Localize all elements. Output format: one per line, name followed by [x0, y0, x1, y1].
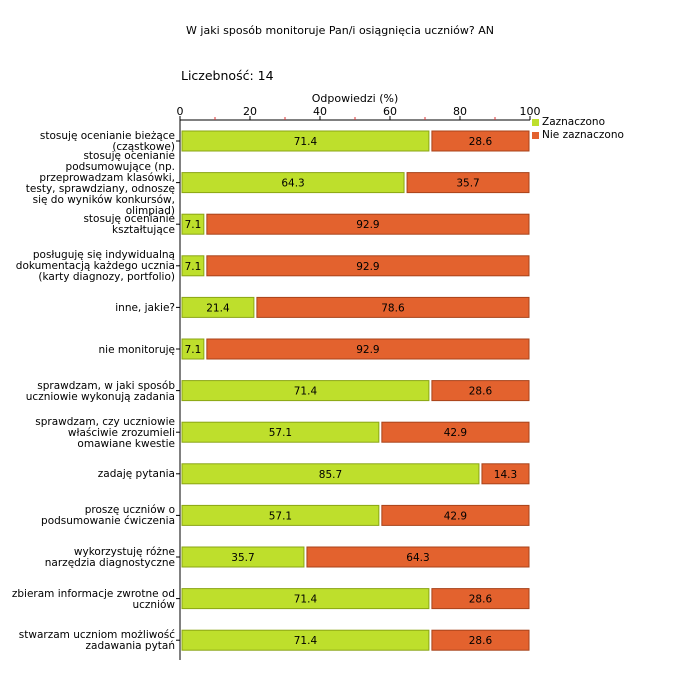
legend-label: Zaznaczono: [542, 116, 606, 128]
category-label: inne, jakie?: [115, 301, 175, 314]
bar-value-label: 28.6: [469, 635, 493, 647]
x-tick-label: 60: [383, 105, 397, 118]
legend-item: Zaznaczono: [532, 116, 606, 128]
category-label: sprawdzam, w jaki sposób uczniowie wykon…: [25, 379, 175, 403]
bar-value-label: 57.1: [269, 427, 292, 439]
chart-title: W jaki sposób monitoruje Pan/i osiągnięc…: [186, 24, 494, 37]
category-label: wykorzystuję różne narzędzia diagnostycz…: [44, 546, 175, 569]
bar-zaznaczono: [181, 463, 480, 485]
x-axis-title: Odpowiedzi (%): [311, 92, 399, 105]
bar-zaznaczono: [181, 421, 380, 443]
bar-nie-zaznaczono: [431, 629, 530, 651]
bar-value-label: 71.4: [294, 635, 318, 647]
bar-nie-zaznaczono: [481, 463, 530, 485]
x-tick-label: 100: [519, 105, 541, 118]
bar-zaznaczono: [181, 255, 205, 277]
bar-value-label: 92.9: [356, 261, 379, 273]
bar-value-label: 28.6: [469, 386, 493, 398]
legend-label: Nie zaznaczono: [542, 129, 624, 141]
bar-value-label: 7.1: [185, 344, 202, 356]
legend-item: Nie zaznaczono: [532, 129, 624, 141]
bar-value-label: 42.9: [444, 510, 467, 522]
bar-value-label: 92.9: [356, 344, 379, 356]
bar-value-label: 64.3: [406, 552, 429, 564]
bar-zaznaczono: [181, 213, 205, 235]
bar-nie-zaznaczono: [206, 338, 530, 360]
category-label: sprawdzam, czy uczniowie właściwie zrozu…: [35, 415, 175, 450]
bar-nie-zaznaczono: [206, 213, 530, 235]
bar-value-label: 7.1: [185, 219, 202, 231]
bar-value-label: 14.3: [494, 469, 517, 481]
bar-nie-zaznaczono: [431, 588, 530, 610]
bar-zaznaczono: [181, 172, 405, 194]
category-label: stosuję ocenianie kształtujące: [83, 213, 175, 237]
bar-value-label: 71.4: [294, 136, 318, 148]
bar-value-label: 35.7: [231, 552, 254, 564]
x-tick-label: 0: [176, 105, 184, 118]
category-label: stwarzam uczniom możliwość zadawania pyt…: [18, 629, 175, 653]
sample-size-label: Liczebność: 14: [181, 68, 274, 83]
bar-value-label: 35.7: [456, 178, 479, 190]
bar-nie-zaznaczono: [256, 296, 530, 318]
category-label: zadaję pytania: [97, 468, 175, 481]
bar-value-label: 85.7: [319, 469, 342, 481]
bar-value-label: 71.4: [294, 386, 318, 398]
legend-swatch: [532, 119, 539, 126]
category-label: posługuję się indywidualną dokumentacją …: [15, 249, 175, 284]
category-label: stosuję ocenianie podsumowujące (np. prz…: [25, 149, 175, 217]
category-label: zbieram informacje zwrotne od uczniów: [11, 587, 175, 611]
bar-nie-zaznaczono: [431, 380, 530, 402]
bar-value-label: 42.9: [444, 427, 467, 439]
bar-nie-zaznaczono: [381, 421, 530, 443]
bar-value-label: 28.6: [469, 594, 493, 606]
bar-nie-zaznaczono: [431, 130, 530, 152]
bar-zaznaczono: [181, 380, 430, 402]
bar-value-label: 7.1: [185, 261, 202, 273]
bar-value-label: 28.6: [469, 136, 493, 148]
legend-swatch: [532, 132, 539, 139]
bar-value-label: 57.1: [269, 510, 292, 522]
bar-value-label: 71.4: [294, 594, 318, 606]
bar-zaznaczono: [181, 338, 205, 360]
x-tick-label: 40: [313, 105, 327, 118]
bar-value-label: 64.3: [281, 178, 304, 190]
bar-zaznaczono: [181, 629, 430, 651]
category-label: nie monitoruję: [98, 343, 175, 356]
bar-zaznaczono: [181, 296, 255, 318]
bar-zaznaczono: [181, 546, 305, 568]
x-tick-label: 20: [243, 105, 257, 118]
bar-zaznaczono: [181, 130, 430, 152]
bar-value-label: 92.9: [356, 219, 379, 231]
x-tick-label: 80: [453, 105, 467, 118]
bar-nie-zaznaczono: [381, 504, 530, 526]
category-label: stosuję ocenianie bieżące (cząstkowe): [39, 130, 175, 153]
category-label: proszę uczniów o podsumowanie ćwiczenia: [41, 504, 175, 528]
bar-nie-zaznaczono: [306, 546, 530, 568]
bar-nie-zaznaczono: [406, 172, 530, 194]
bar-value-label: 78.6: [381, 302, 405, 314]
bar-value-label: 21.4: [206, 302, 230, 314]
bar-nie-zaznaczono: [206, 255, 530, 277]
bar-zaznaczono: [181, 588, 430, 610]
bar-zaznaczono: [181, 504, 380, 526]
